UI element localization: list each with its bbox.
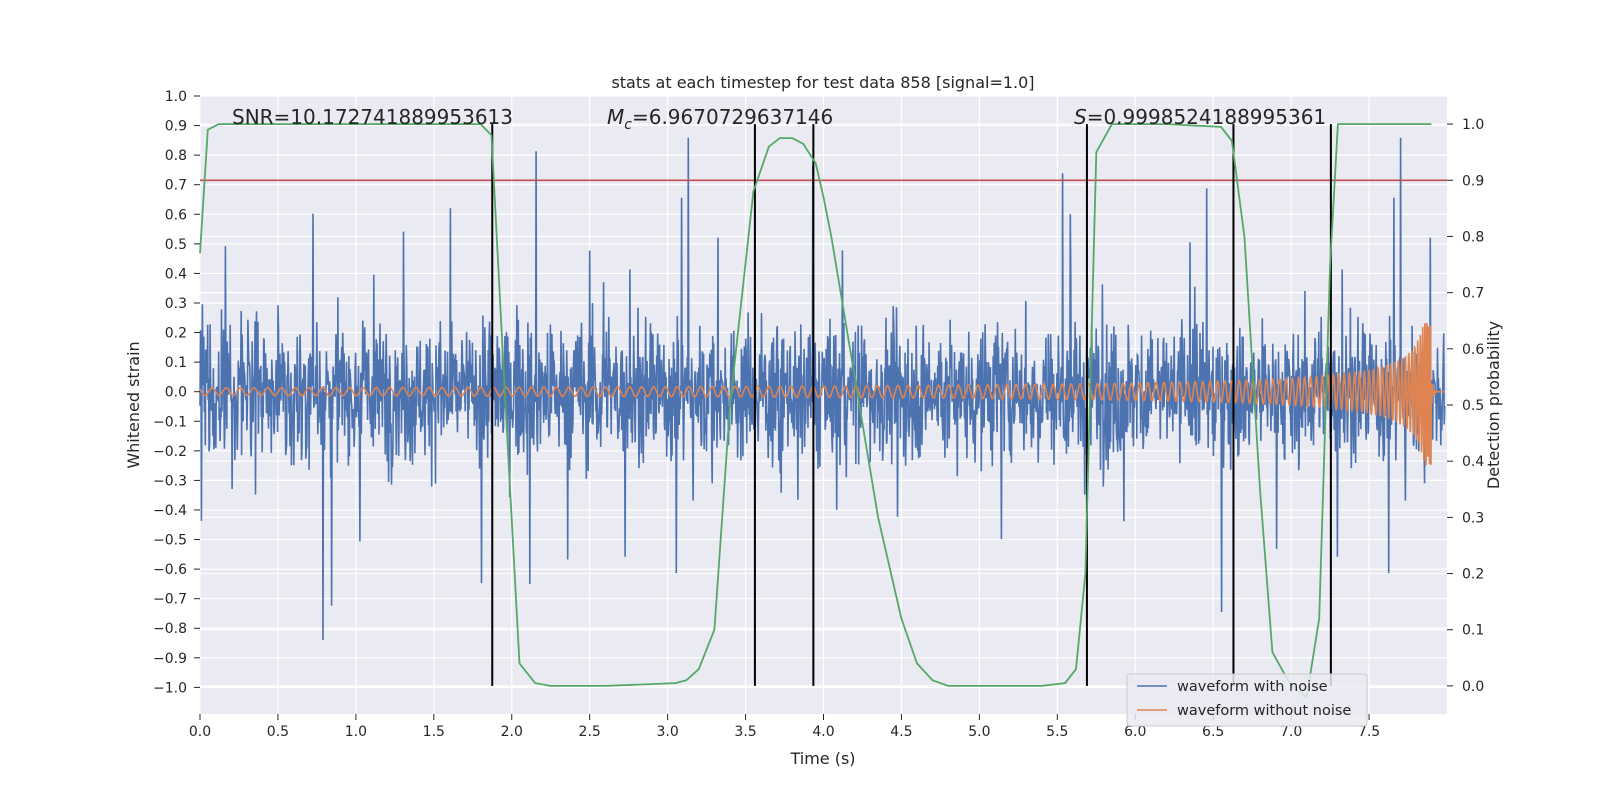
y2-tick-label: 0.5	[1462, 398, 1484, 414]
significance-symbol: S	[1074, 105, 1087, 129]
y2-tick-label: 0.1	[1462, 623, 1484, 639]
x-tick-label: 3.5	[734, 724, 756, 740]
y-tick-label: −0.4	[153, 503, 187, 519]
chart-title: stats at each timestep for test data 858…	[611, 73, 1034, 92]
x-tick-label: 7.5	[1358, 724, 1380, 740]
y2-tick-label: 0.7	[1462, 286, 1484, 302]
ticks: 0.0 0.5 1.0 1.5 2.0 2.5 3.0 3.5 4.0 4.5 5.0 5.5 6.0 6…	[153, 89, 1484, 740]
y-tick-label: −0.1	[153, 414, 187, 430]
y2-axis-title: Detection probability	[1484, 321, 1503, 489]
x-tick-label: 4.5	[890, 724, 912, 740]
x-tick-label: 3.0	[656, 724, 678, 740]
x-tick-label: 7.0	[1280, 724, 1302, 740]
y-tick-label: 0.3	[165, 296, 187, 312]
probability-line	[199, 123, 1432, 699]
x-axis-title: Time (s)	[789, 749, 855, 768]
noise-series	[199, 137, 1446, 641]
significance-value: =0.9998524188995361	[1087, 105, 1326, 129]
y-tick-label: −0.2	[153, 444, 187, 460]
y-tick-label: −0.8	[153, 621, 187, 637]
x-tick-label: 0.5	[267, 724, 289, 740]
y-tick-label: −0.3	[153, 473, 187, 489]
legend-label-noise: waveform with noise	[1177, 679, 1328, 695]
y2-tick-label: 0.2	[1462, 567, 1484, 583]
y-tick-label: 0.6	[165, 207, 187, 223]
significance-annotation: S=0.9998524188995361	[1074, 105, 1326, 129]
y2-tick-label: 0.4	[1462, 454, 1484, 470]
chirp-mass-symbol: M	[607, 105, 624, 129]
x-tick-label: 1.0	[345, 724, 367, 740]
y-axis-title: Whitened strain	[124, 341, 143, 468]
x-tick-label: 6.5	[1202, 724, 1224, 740]
snr-annotation: SNR=10.172741889953613	[232, 105, 513, 129]
legend: waveform with noise waveform without noi…	[1126, 673, 1368, 727]
chirp-mass-value: =6.9670729637146	[632, 105, 833, 129]
y2-tick-label: 0.8	[1462, 229, 1484, 245]
y-tick-label: 0.0	[165, 385, 187, 401]
y-tick-label: 0.8	[165, 148, 187, 164]
legend-label-chirp: waveform without noise	[1177, 703, 1351, 719]
y-tick-label: 0.7	[165, 178, 187, 194]
y2-tick-label: 0.3	[1462, 510, 1484, 526]
x-tick-label: 2.5	[579, 724, 601, 740]
y-tick-label: 0.1	[165, 355, 187, 371]
x-tick-label: 0.0	[189, 724, 211, 740]
x-tick-label: 2.0	[501, 724, 523, 740]
legend-box	[1126, 673, 1368, 727]
chirp-mass-annotation: Mc=6.9670729637146	[607, 105, 833, 133]
y-tick-label: −0.5	[153, 533, 187, 549]
chirp-line	[199, 322, 1445, 466]
y2-tick-label: 0.0	[1462, 679, 1484, 695]
y-tick-label: 0.4	[165, 266, 187, 282]
x-tick-label: 5.0	[968, 724, 990, 740]
probability-series	[199, 123, 1447, 699]
y2-tick-label: 1.0	[1462, 117, 1484, 133]
x-tick-label: 4.0	[812, 724, 834, 740]
y2-tick-label: 0.9	[1462, 173, 1484, 189]
x-tick-label: 5.5	[1046, 724, 1068, 740]
y-tick-label: −0.9	[153, 651, 187, 667]
y2-tick-label: 0.6	[1462, 342, 1484, 358]
y-tick-label: −0.7	[153, 592, 187, 608]
y-tick-label: 0.2	[165, 326, 187, 342]
chirp-mass-subscript: c	[624, 117, 632, 133]
x-tick-label: 6.0	[1124, 724, 1146, 740]
y-tick-label: 0.9	[165, 119, 187, 135]
noise-line	[199, 137, 1446, 641]
y-tick-label: 1.0	[165, 89, 187, 105]
chirp-series	[199, 322, 1445, 466]
y-tick-label: −0.6	[153, 562, 187, 578]
y-tick-label: 0.5	[165, 237, 187, 253]
y-tick-label: −1.0	[153, 680, 187, 696]
x-tick-label: 1.5	[423, 724, 445, 740]
